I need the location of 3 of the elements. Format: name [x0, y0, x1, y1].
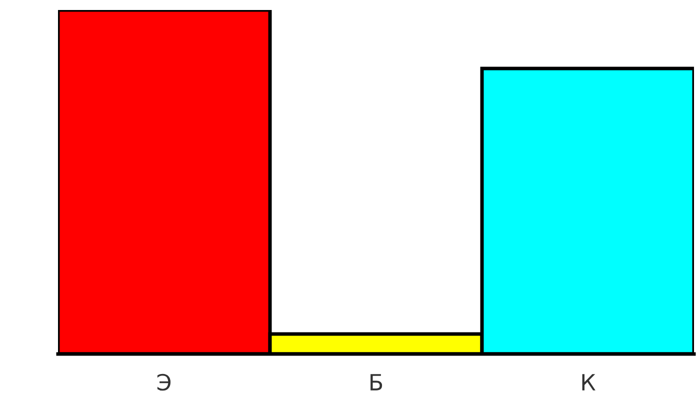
x-tick-label: Б [370, 374, 382, 390]
x-tick-label: Э [157, 374, 171, 391]
x-tick-label: К [582, 374, 596, 390]
